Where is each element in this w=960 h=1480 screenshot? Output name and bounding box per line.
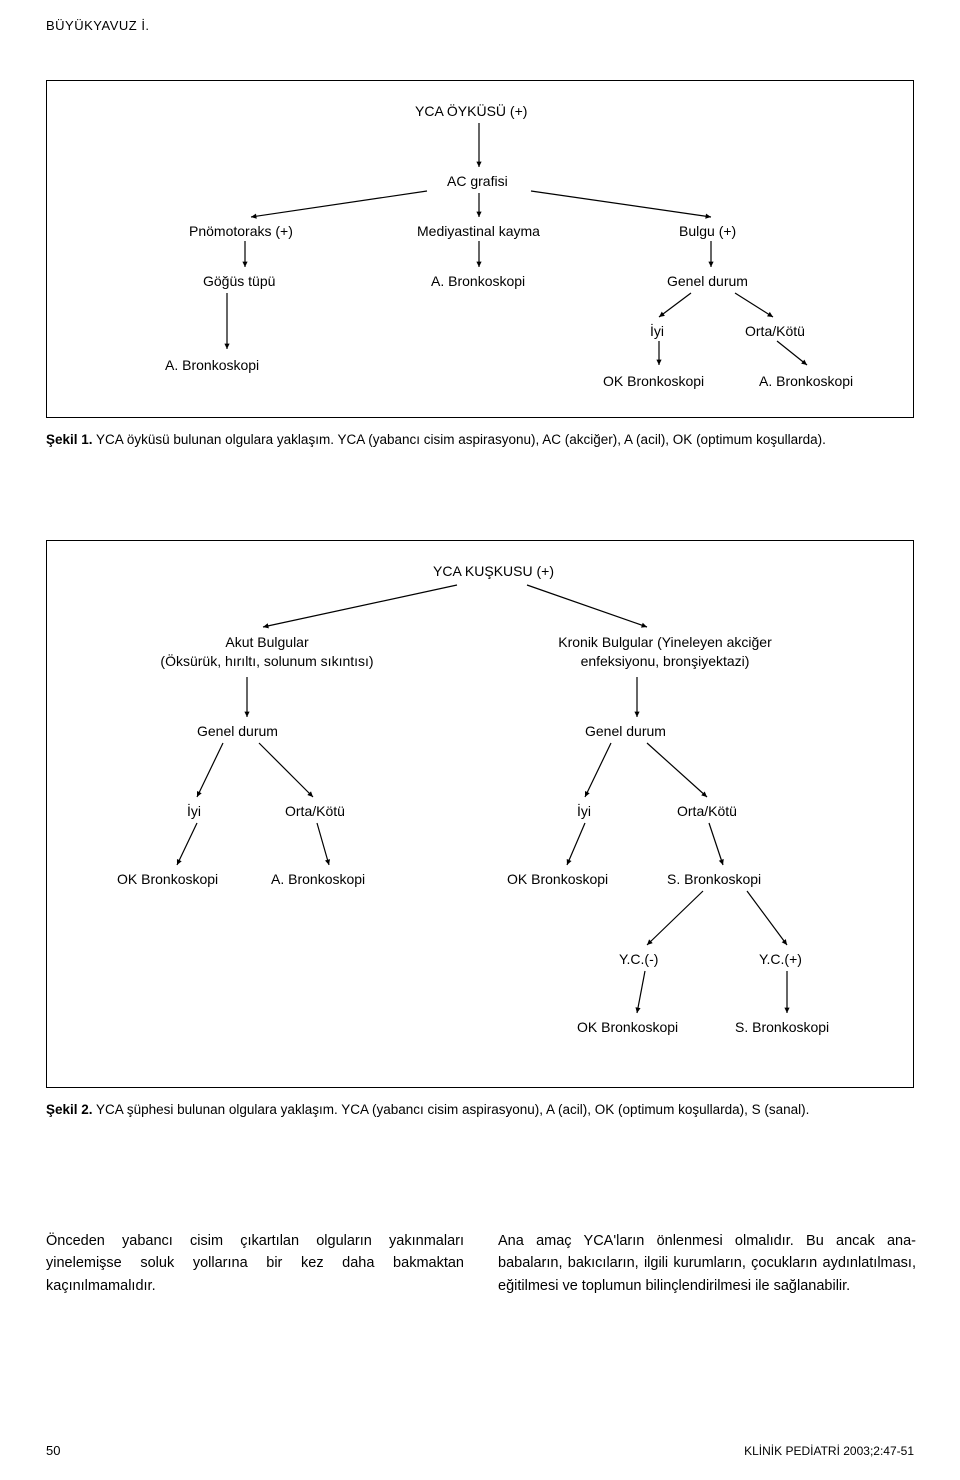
flow-node: Akut Bulgular(Öksürük, hırıltı, solunum … [137,633,397,671]
flow-node: A. Bronkoskopi [759,373,853,389]
flow-node: OK Bronkoskopi [603,373,704,389]
body-text-right: Ana amaç YCA'ların önlenmesi olmalıdır. … [498,1230,916,1297]
flow-node: AC grafisi [447,173,508,189]
figure-2-arrows [47,541,915,1089]
flow-node: Göğüs tüpü [203,273,275,289]
figure-2-box: YCA KUŞKUSU (+) Akut Bulgular(Öksürük, hı… [46,540,914,1088]
figure-2-caption-text: YCA şüphesi bulunan olgulara yaklaşım. Y… [93,1102,810,1117]
flow-node: A. Bronkoskopi [165,357,259,373]
flow-node: Orta/Kötü [285,803,345,819]
flow-node: İyi [650,323,664,339]
flow-node: S. Bronkoskopi [735,1019,829,1035]
figure-2-caption: Şekil 2. YCA şüphesi bulunan olgulara ya… [46,1100,914,1120]
figure-1-caption-bold: Şekil 1. [46,432,93,447]
figure-1-caption: Şekil 1. YCA öyküsü bulunan olgulara yak… [46,430,914,450]
flow-node: A. Bronkoskopi [271,871,365,887]
figure-1-box: YCA ÖYKÜSÜ (+) AC grafisi Pnömotoraks (+) M… [46,80,914,418]
flow-node: OK Bronkoskopi [507,871,608,887]
flow-node: OK Bronkoskopi [577,1019,678,1035]
flow-node: YCA ÖYKÜSÜ (+) [415,103,527,119]
flow-node: Genel durum [667,273,748,289]
flow-node: Genel durum [585,723,666,739]
body-text-left: Önceden yabancı cisim çıkartılan olgular… [46,1230,464,1297]
flow-node: Genel durum [197,723,278,739]
flow-node: Bulgu (+) [679,223,736,239]
flow-node: Mediyastinal kayma [417,223,540,239]
flow-node: YCA KUŞKUSU (+) [433,563,554,579]
author-name: BÜYÜKYAVUZ İ. [46,18,150,33]
journal-reference: KLİNİK PEDİATRİ 2003;2:47-51 [744,1444,914,1458]
flow-node: İyi [577,803,591,819]
figure-2-caption-bold: Şekil 2. [46,1102,93,1117]
flow-node: Orta/Kötü [745,323,805,339]
flow-node: Pnömotoraks (+) [189,223,293,239]
flow-node: OK Bronkoskopi [117,871,218,887]
flow-node: Orta/Kötü [677,803,737,819]
flow-node: Kronik Bulgular (Yineleyen akciğerenfeks… [525,633,805,671]
figure-1-caption-text: YCA öyküsü bulunan olgulara yaklaşım. YC… [93,432,826,447]
page-number: 50 [46,1443,60,1458]
flow-node: Y.C.(+) [759,951,802,967]
flow-node: A. Bronkoskopi [431,273,525,289]
flow-node: S. Bronkoskopi [667,871,761,887]
flow-node: Y.C.(-) [619,951,658,967]
flow-node: İyi [187,803,201,819]
